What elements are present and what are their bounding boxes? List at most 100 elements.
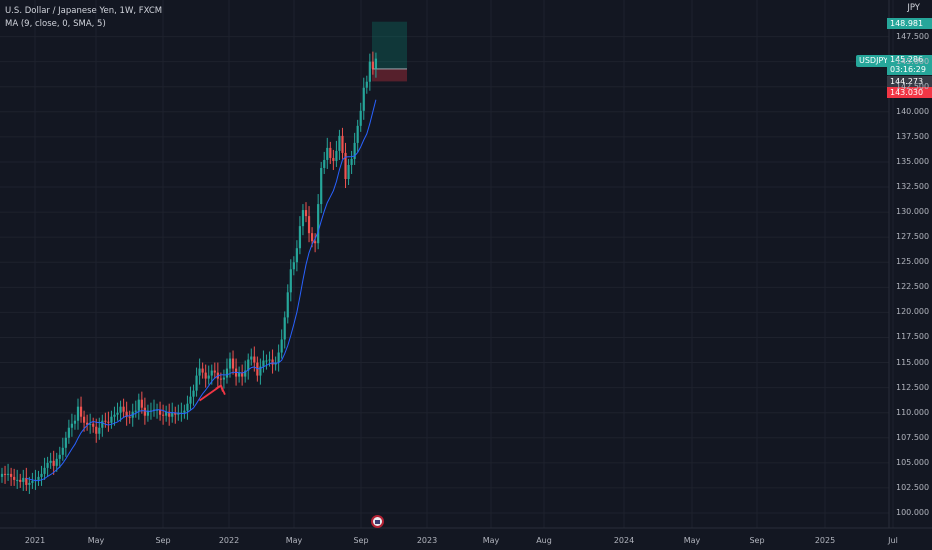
candle-body [250, 356, 253, 360]
candle-body [171, 412, 174, 417]
candle-body [122, 406, 125, 412]
x-tick-label: May [683, 536, 701, 545]
entry-price-tag: 144.273 [887, 76, 932, 87]
y-tick-label: 140.000 [896, 106, 930, 116]
candle-body [19, 479, 22, 482]
candle-body [304, 210, 308, 217]
candle-body [186, 403, 189, 411]
candle-body [301, 210, 305, 227]
candle-body [353, 142, 356, 159]
candle-body [280, 339, 283, 353]
candle-body [82, 416, 86, 423]
ma-indicator-label[interactable]: MA (9, close, 0, SMA, 5) [5, 19, 106, 29]
candle-body [101, 420, 104, 428]
candle-body [37, 476, 40, 480]
y-tick-label: 107.500 [896, 432, 930, 442]
candle-body [58, 454, 61, 459]
y-tick-label: 110.000 [896, 407, 930, 417]
candle-body [92, 423, 95, 427]
symbol-title[interactable]: U.S. Dollar / Japanese Yen, 1W, FXCM [5, 6, 163, 16]
candle-body [335, 150, 338, 161]
candle-body [371, 61, 374, 69]
candle-body [323, 159, 326, 168]
current-price: 145.286 [890, 55, 924, 64]
candle-body [140, 399, 143, 408]
candle-body [55, 458, 58, 466]
x-tick-label: May [285, 536, 303, 545]
candle-body [271, 359, 274, 365]
y-tick-label: 120.000 [896, 307, 930, 317]
y-tick-label: 142.500 [896, 81, 930, 91]
candle-body [241, 372, 244, 377]
candle-body [374, 58, 378, 69]
candle-body [244, 370, 247, 377]
candle-body [314, 241, 317, 244]
x-tick-label: Jul [888, 536, 898, 545]
candle-body [192, 390, 195, 397]
candle-body [231, 358, 235, 369]
candle-body [43, 467, 46, 474]
candle-body [31, 480, 34, 483]
candle-body [298, 226, 302, 249]
candle-body [28, 482, 31, 485]
candle-body [207, 375, 210, 379]
y-tick-label: 145.000 [896, 56, 930, 66]
candle-body [183, 410, 186, 413]
candle-body [317, 204, 320, 244]
x-tick-label: Sep [353, 536, 369, 545]
candle-body [213, 370, 216, 373]
candle-body [228, 358, 232, 369]
candle-body [310, 233, 314, 242]
candle-body [0, 473, 4, 477]
candle-body [362, 87, 365, 111]
candle-body [98, 427, 101, 434]
candle-body [198, 368, 201, 376]
candle-body [128, 416, 131, 418]
candle-body [307, 216, 311, 234]
candle-body [25, 477, 28, 485]
candle-body [222, 377, 226, 380]
x-tick-label: May [482, 536, 500, 545]
us-flag-icon[interactable] [371, 515, 384, 528]
candle-body [195, 375, 198, 391]
x-tick-label: 2021 [24, 536, 46, 545]
candle-body [189, 396, 192, 404]
current-price-tag: 145.286 03:16:29 [887, 55, 932, 75]
candle-body [265, 360, 268, 362]
x-tick-label: 2025 [814, 536, 836, 545]
candle-body [49, 460, 52, 463]
x-tick-label: May [87, 536, 105, 545]
candle-body [253, 356, 256, 363]
y-tick-label: 122.500 [896, 282, 930, 292]
candle-body [10, 473, 13, 477]
y-tick-label: 117.500 [896, 332, 930, 342]
x-tick-label: 2022 [218, 536, 240, 545]
candle-body [79, 406, 83, 417]
x-tick-label: 2023 [416, 536, 438, 545]
candle-body [134, 410, 137, 412]
candle-body [174, 412, 177, 415]
candle-body [113, 414, 116, 417]
candle-body [292, 262, 295, 270]
candle-body [116, 412, 119, 415]
y-axis-unit: JPY [907, 3, 920, 13]
candle-body [110, 416, 113, 423]
candle-body [238, 372, 241, 377]
candle-body [201, 368, 204, 373]
candle-body [356, 125, 359, 143]
candle-body [89, 423, 92, 425]
y-tick-label: 125.000 [896, 257, 930, 267]
x-tick-label: Sep [155, 536, 171, 545]
candle-body [262, 360, 265, 367]
candle-body [247, 359, 250, 371]
y-tick-label: 127.500 [896, 232, 930, 242]
ma-line [26, 99, 377, 482]
stop-price-tag: 143.030 [887, 87, 932, 98]
long-position-profit-zone [372, 21, 407, 69]
candle-body [289, 269, 292, 293]
y-tick-label: 100.000 [896, 508, 930, 517]
candle-body [368, 61, 371, 82]
y-tick-label: 135.000 [896, 156, 930, 166]
candle-body [204, 372, 207, 379]
